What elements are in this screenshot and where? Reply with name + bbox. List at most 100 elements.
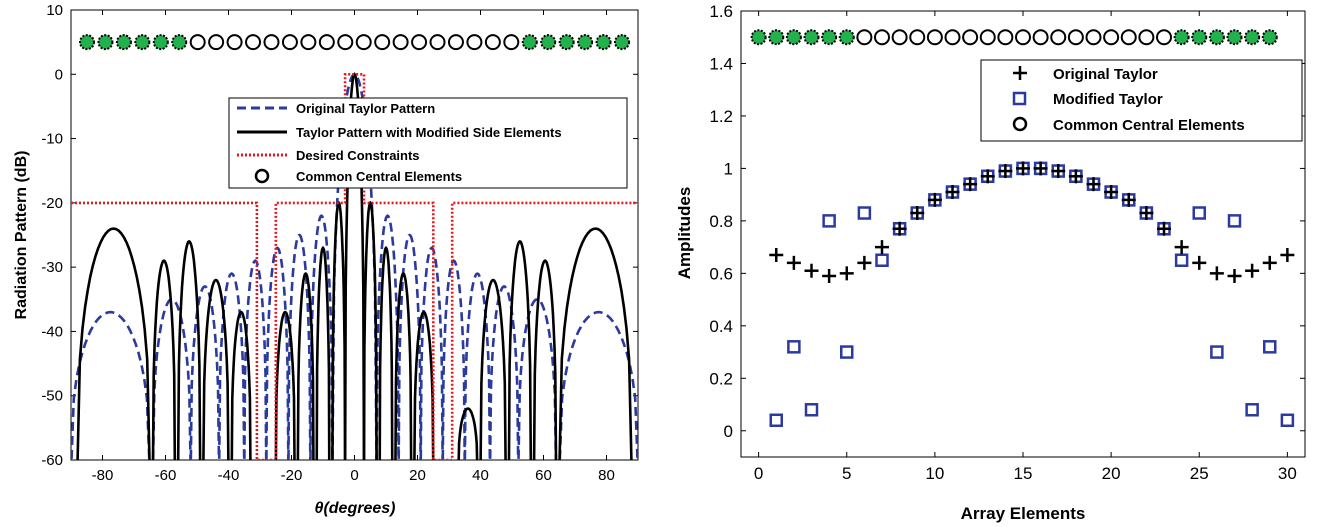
left-x-tick-label: 80 <box>598 467 615 484</box>
modified-pattern-lobe <box>151 259 177 460</box>
common-element-marker <box>189 34 206 51</box>
modified-taylor-point <box>1245 403 1259 417</box>
common-element-marker <box>1067 29 1084 46</box>
modified-pattern-lobe <box>457 407 479 460</box>
modified-taylor-point <box>875 253 889 267</box>
right-y-tick-label: 1 <box>724 159 733 178</box>
modified-element-marker <box>521 34 538 51</box>
legend-marker-plus <box>1013 66 1027 80</box>
left-y-tick-label: -30 <box>41 259 63 276</box>
left-y-tick-label: -10 <box>41 131 63 148</box>
original-taylor-point <box>1033 161 1048 176</box>
modified-taylor-point <box>1280 413 1295 428</box>
common-element-marker <box>962 29 979 46</box>
left-y-tick-label: -50 <box>41 388 63 405</box>
common-element-marker <box>997 29 1014 46</box>
modified-element-marker <box>1244 29 1261 46</box>
original-taylor-point <box>963 177 978 192</box>
left-x-tick-label: -20 <box>281 467 303 484</box>
modified-taylor-point <box>769 413 783 428</box>
original-taylor-point <box>1280 247 1295 262</box>
modified-element-marker <box>838 29 855 46</box>
common-element-marker <box>926 29 943 46</box>
right-y-tick-label: 0.6 <box>709 264 733 283</box>
modified-element-marker <box>768 29 785 46</box>
right-chart: 0 5 10 15 20 25 30 1.6 1.4 1.2 1 0.8 0.6 0.4 0.2 0 Arr… <box>675 2 1306 523</box>
left-x-axis-label: θ(degrees) <box>315 500 396 517</box>
left-x-tick-label: 20 <box>409 467 426 484</box>
common-element-marker <box>1120 29 1137 46</box>
original-taylor-point <box>1139 206 1154 221</box>
modified-pattern-lobe <box>394 271 413 460</box>
common-element-marker <box>1156 29 1172 46</box>
left-plot-area <box>70 9 639 461</box>
common-element-marker <box>874 29 890 46</box>
common-element-marker <box>1032 29 1049 46</box>
legend-marker-square <box>1012 91 1027 106</box>
common-element-marker <box>891 29 908 46</box>
legend-marker-common <box>254 168 270 184</box>
original-taylor-point <box>1209 266 1224 281</box>
original-taylor-point <box>1086 177 1101 192</box>
original-taylor-point <box>892 221 907 236</box>
original-pattern-lobe <box>375 214 400 460</box>
right-y-tick-label: 0 <box>724 422 733 441</box>
modified-element-marker <box>821 29 838 46</box>
modified-taylor-point <box>1227 214 1242 228</box>
right-legend: Original Taylor Modified Taylor Common C… <box>980 59 1303 142</box>
modified-element-marker <box>1208 29 1225 46</box>
common-element-marker <box>318 34 335 51</box>
original-taylor-point <box>875 240 889 255</box>
left-y-tick-label: 10 <box>46 2 63 19</box>
modified-pattern-lobe <box>296 271 315 460</box>
common-element-marker <box>429 34 446 51</box>
original-taylor-point <box>1192 255 1207 270</box>
original-taylor-point <box>1016 161 1030 176</box>
original-taylor-point <box>1174 240 1189 255</box>
common-element-marker <box>1050 29 1067 46</box>
modified-pattern-lobe <box>507 239 533 460</box>
right-y-axis-label: Amplitudes <box>675 187 694 280</box>
original-taylor-point <box>910 206 925 221</box>
original-taylor-point <box>769 247 784 262</box>
common-element-marker <box>484 34 501 51</box>
modified-element-marker <box>152 34 169 51</box>
modified-element-marker <box>540 34 557 51</box>
original-pattern-lobe <box>309 214 334 460</box>
common-element-marker <box>226 34 243 51</box>
modified-taylor-point <box>787 340 801 354</box>
legend-label-common-central: Common Central Elements <box>1053 117 1245 134</box>
modified-taylor-point <box>804 403 819 417</box>
legend-label-modified-taylor: Modified Taylor <box>1053 91 1163 108</box>
right-y-tick-label: 1.4 <box>709 54 733 73</box>
right-x-tick-label: 20 <box>1102 464 1121 483</box>
right-x-axis-label: Array Elements <box>961 504 1086 523</box>
modified-pattern-lobe <box>479 278 507 460</box>
common-element-marker <box>1015 29 1031 46</box>
modified-taylor-point <box>1192 206 1206 220</box>
original-taylor-point <box>1104 185 1119 200</box>
original-taylor-point <box>839 266 854 281</box>
legend-label-modified: Taylor Pattern with Modified Side Elemen… <box>296 125 562 140</box>
original-taylor-point <box>1262 255 1277 270</box>
modified-pattern-lobe <box>274 310 296 460</box>
legend-marker-common-central <box>1012 116 1028 132</box>
modified-pattern-lobe <box>315 245 331 460</box>
modified-pattern-lobe <box>230 310 252 460</box>
original-taylor-point <box>1121 192 1136 207</box>
common-element-marker <box>392 34 409 51</box>
common-element-marker <box>374 34 391 51</box>
right-y-tick-label: 1.6 <box>709 2 733 21</box>
modified-pattern-lobe <box>76 227 151 460</box>
original-taylor-point <box>927 192 942 207</box>
common-element-marker <box>1103 29 1120 46</box>
original-taylor-point <box>804 263 819 278</box>
left-y-tick-label: 0 <box>55 66 63 83</box>
left-x-tick-label: -80 <box>92 467 114 484</box>
original-pattern-lobe <box>287 233 312 460</box>
right-x-tick-label: 5 <box>842 464 851 483</box>
modified-taylor-point <box>840 345 854 359</box>
modified-element-marker <box>577 34 594 51</box>
modified-element-marker <box>785 29 802 46</box>
